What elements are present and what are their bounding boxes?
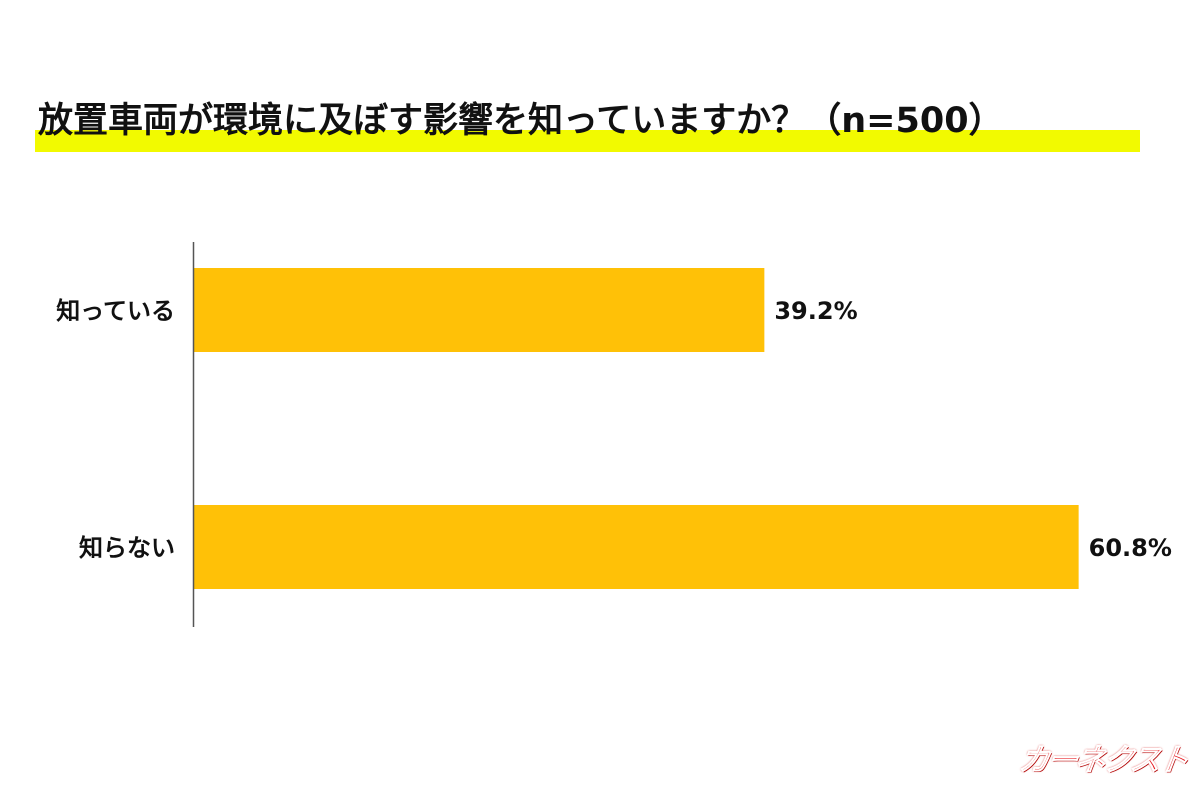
- category-label: 知らない: [79, 534, 175, 562]
- bar: [194, 268, 765, 352]
- chart-title: 放置車両が環境に及ぼす影響を知っていますか？（n=500）: [38, 101, 1004, 141]
- data-label: 39.2%: [774, 297, 857, 325]
- category-label: 知っている: [56, 297, 175, 325]
- title-highlight: [35, 130, 1140, 152]
- bar: [194, 505, 1079, 589]
- brand-logo: カーネクスト: [1017, 743, 1190, 779]
- data-label: 60.8%: [1089, 534, 1172, 562]
